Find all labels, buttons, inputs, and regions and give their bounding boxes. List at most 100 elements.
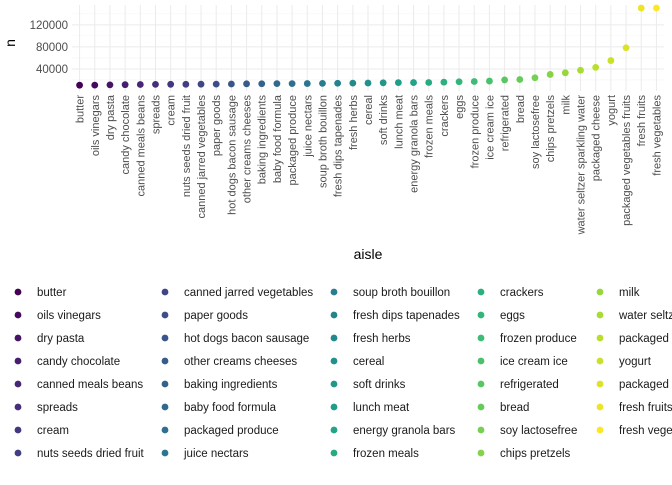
legend-label: water seltz: [618, 310, 672, 322]
data-point: [197, 80, 205, 88]
x-axis-title: aisle: [354, 246, 383, 262]
y-axis-title: n: [2, 39, 18, 47]
x-tick-label: lunch meat: [393, 95, 405, 149]
data-point: [121, 81, 129, 89]
legend-label: refrigerated: [500, 379, 559, 391]
data-point: [546, 71, 554, 78]
data-point: [501, 76, 509, 84]
x-tick-label: packaged produce: [287, 95, 299, 186]
data-point: [167, 80, 175, 88]
x-tick-label: oils vinegars: [90, 95, 102, 157]
data-point: [182, 80, 190, 88]
x-tick-label: packaged vegetables fruits: [621, 95, 633, 226]
x-tick-label: eggs: [454, 95, 466, 119]
legend-key: [330, 357, 338, 365]
legend-key: [14, 334, 22, 342]
data-point: [303, 80, 311, 87]
legend-key: [14, 288, 22, 296]
legend-key: [596, 426, 604, 434]
x-tick-label: soft drinks: [378, 95, 390, 146]
legend-label: dry pasta: [37, 333, 85, 345]
x-tick-label: energy granola bars: [409, 95, 421, 193]
legend-key: [161, 426, 169, 434]
y-tick-label: 80000: [36, 42, 68, 54]
legend-label: cereal: [353, 356, 384, 368]
legend-key: [477, 403, 485, 411]
legend-label: fresh vege: [619, 425, 672, 437]
x-tick-label: juice nectars: [302, 95, 314, 158]
tick-layer: 40000 80000 120000 butter oils vinegars dry p…: [30, 20, 664, 236]
legend-label: candy chocolate: [37, 356, 120, 368]
legend-key: [477, 357, 485, 365]
x-tick-label: bread: [515, 95, 527, 123]
legend-label: baking ingredients: [184, 379, 278, 391]
legend-label: cream: [37, 425, 69, 437]
legend-label: hot dogs bacon sausage: [184, 333, 309, 345]
data-point: [622, 44, 630, 52]
legend-label: oils vinegars: [37, 310, 101, 322]
legend-key: [596, 357, 604, 365]
legend-label: other creams cheeses: [184, 356, 297, 368]
data-point: [455, 78, 463, 86]
legend-key: [14, 426, 22, 434]
legend-label: soup broth bouillon: [353, 287, 450, 299]
data-point: [486, 77, 493, 85]
legend-label: packaged v: [619, 379, 672, 391]
legend-label: fresh dips tapenades: [353, 310, 460, 322]
x-tick-label: soup broth bouillon: [317, 95, 329, 188]
legend-label: spreads: [37, 402, 78, 414]
x-tick-label: hot dogs bacon sausage: [226, 95, 238, 215]
data-point: [425, 79, 433, 86]
legend-key: [596, 380, 604, 388]
x-tick-label: cream: [166, 95, 178, 126]
legend-key: [477, 311, 485, 319]
x-tick-label: fresh fruits: [636, 95, 648, 147]
data-point: [136, 81, 144, 88]
data-point: [91, 81, 99, 89]
legend-key: [477, 426, 485, 434]
data-point: [561, 69, 569, 77]
legend-label: canned jarred vegetables: [184, 287, 313, 299]
data-point: [334, 79, 342, 87]
legend-key: [330, 288, 338, 296]
x-tick-label: fresh herbs: [348, 95, 360, 151]
data-point: [379, 79, 387, 87]
legend-label: eggs: [500, 310, 525, 322]
data-point: [273, 80, 281, 88]
x-tick-label: canned meals beans: [135, 95, 147, 197]
x-tick-label: spreads: [150, 95, 162, 135]
legend-label: frozen produce: [500, 333, 577, 345]
legend-label: frozen meals: [353, 448, 419, 460]
legend-key: [330, 403, 338, 411]
x-tick-label: chips pretzels: [545, 95, 557, 163]
x-tick-label: dry pasta: [105, 94, 117, 140]
data-point: [531, 74, 539, 82]
legend-key: [330, 380, 338, 388]
data-point: [288, 80, 296, 88]
legend-key: [477, 334, 485, 342]
data-point: [364, 79, 372, 87]
data-point: [577, 66, 584, 74]
data-point: [258, 80, 266, 88]
data-point: [637, 4, 645, 12]
legend-key: [477, 288, 485, 296]
data-point: [653, 4, 660, 12]
x-tick-label: water seltzer sparkling water: [576, 95, 588, 236]
data-point: [319, 79, 326, 87]
legend-label: milk: [619, 287, 640, 299]
x-tick-label: butter: [75, 95, 87, 123]
legend-key: [14, 357, 22, 365]
legend-label: lunch meat: [353, 402, 410, 414]
x-tick-label: milk: [560, 95, 572, 115]
legend-key: [161, 311, 169, 319]
data-point: [349, 79, 357, 87]
legend-label: bread: [500, 402, 529, 414]
data-point: [212, 80, 220, 88]
legend-key: [161, 357, 169, 365]
x-tick-label: canned jarred vegetables: [196, 95, 208, 219]
data-point: [440, 78, 448, 86]
x-tick-label: packaged cheese: [591, 95, 603, 181]
legend-key: [330, 334, 338, 342]
data-point: [592, 64, 600, 71]
